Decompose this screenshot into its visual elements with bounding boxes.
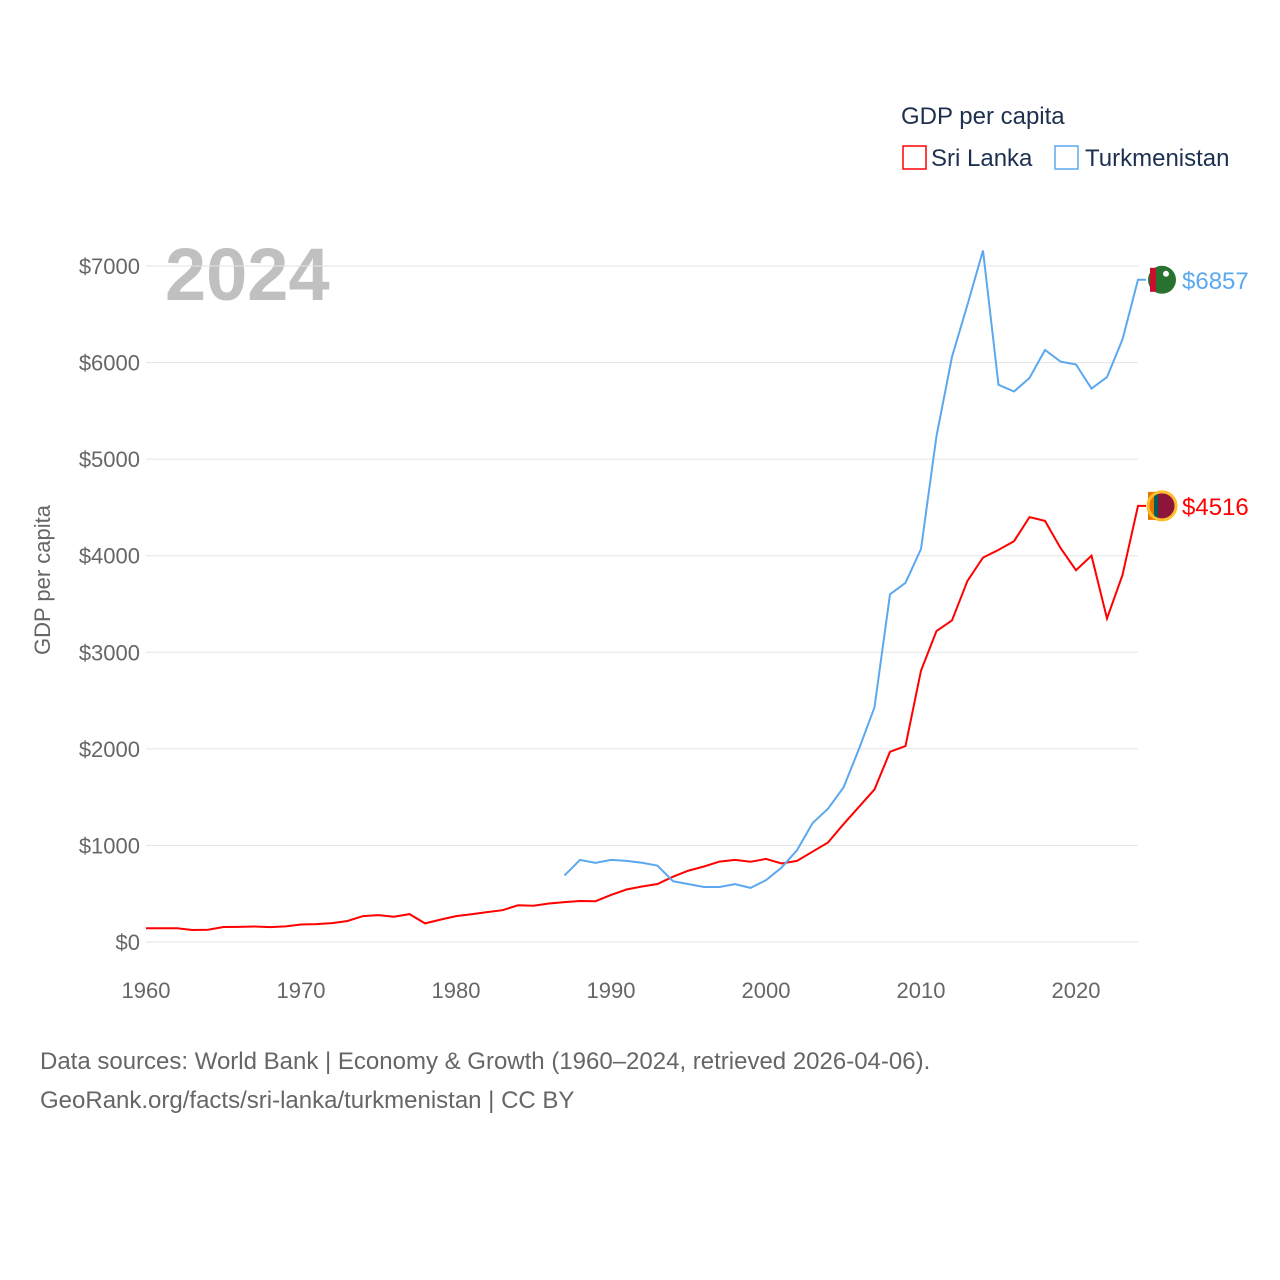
legend-swatch [1054, 145, 1079, 170]
legend-title: GDP per capita [901, 103, 1065, 130]
y-tick-label: $1000 [79, 833, 140, 858]
legend-label: Sri Lanka [931, 145, 1033, 172]
y-tick-label: $3000 [79, 640, 140, 665]
legend-item-turkmenistan[interactable]: Turkmenistan [1054, 145, 1230, 172]
legend-swatch [902, 145, 927, 170]
legend-label: Turkmenistan [1085, 145, 1230, 172]
year-label: 2024 [165, 233, 330, 316]
flag-turkmenistan-icon [1148, 265, 1176, 294]
y-tick-label: $5000 [79, 447, 140, 472]
series-line-sri-lanka[interactable] [146, 504, 1146, 932]
flag-sri-lanka-icon [1146, 490, 1178, 522]
footer-sources: Data sources: World Bank | Economy & Gro… [40, 1048, 930, 1075]
legend-item-sri-lanka[interactable]: Sri Lanka [902, 145, 1033, 172]
x-tick-label: 2000 [742, 978, 791, 1003]
y-tick-label: $0 [116, 930, 140, 955]
x-tick-label: 2020 [1052, 978, 1101, 1003]
y-tick-label: $6000 [79, 351, 140, 376]
y-axis-label: GDP per capita [30, 504, 55, 655]
series-line-turkmenistan[interactable] [563, 250, 1147, 889]
x-tick-label: 1990 [587, 978, 636, 1003]
x-tick-label: 2010 [897, 978, 946, 1003]
x-tick-label: 1980 [432, 978, 481, 1003]
y-tick-label: $2000 [79, 737, 140, 762]
x-tick-label: 1970 [277, 978, 326, 1003]
x-tick-label: 1960 [122, 978, 171, 1003]
y-tick-label: $7000 [79, 254, 140, 279]
end-value-label: $4516 [1182, 494, 1249, 521]
footer-link[interactable]: GeoRank.org/facts/sri-lanka/turkmenistan… [40, 1087, 574, 1114]
end-value-label: $6857 [1182, 268, 1249, 295]
y-tick-label: $4000 [79, 544, 140, 569]
